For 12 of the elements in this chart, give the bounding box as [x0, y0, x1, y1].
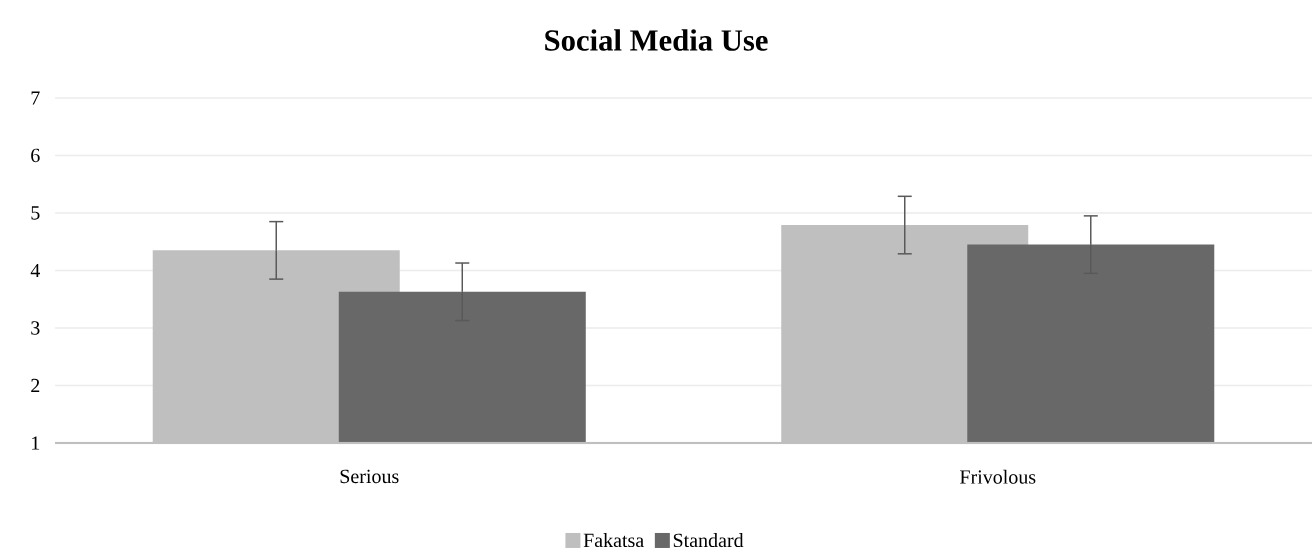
- x-tick-label: Serious: [340, 469, 399, 484]
- y-tick-label: 3: [31, 321, 40, 335]
- y-tick-label: 4: [30, 263, 40, 278]
- y-tick-label: 1: [32, 436, 40, 450]
- chart-title: Social Media Use: [545, 29, 768, 51]
- y-tick-label: 6: [31, 148, 40, 163]
- legend-label: Fakatsa: [583, 533, 644, 548]
- y-tick-label: 5: [31, 206, 40, 220]
- y-tick-label: 7: [31, 91, 40, 105]
- x-tick-label: Frivolous: [960, 469, 1036, 484]
- y-tick-label: 2: [31, 378, 40, 393]
- legend-label: Standard: [673, 533, 744, 548]
